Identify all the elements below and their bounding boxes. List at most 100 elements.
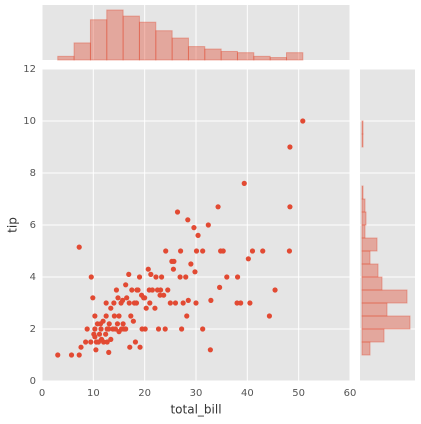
histogram-bar [204,48,222,61]
point [220,248,226,254]
point [103,313,109,319]
point [171,258,177,264]
point [224,274,230,280]
point [88,274,94,280]
point [112,326,119,332]
y-tick-label: 2 [30,324,36,335]
point [130,318,136,324]
x-tick-label: 30 [190,388,203,399]
y-tick-label: 4 [30,272,36,283]
y-tick-label: 12 [23,64,36,75]
x-tick-label: 60 [344,388,357,399]
point [238,300,244,306]
point [266,313,273,319]
histogram-bar [361,224,366,239]
point [234,300,240,306]
point [126,271,132,277]
point [184,313,190,319]
histogram-bar [57,55,75,61]
point [92,334,98,340]
histogram-bar [361,211,367,226]
histogram-bar [361,133,364,148]
point [152,305,158,311]
point [153,274,159,280]
point [123,326,129,332]
point [147,300,153,306]
point [98,336,105,342]
histogram-bar [122,15,140,61]
point [78,344,84,350]
point [177,274,183,280]
point [260,248,266,254]
x-tick-label: 20 [138,388,151,399]
point [119,297,126,303]
point [174,209,181,215]
histogram-bar [361,250,371,265]
histogram-bar [269,57,288,61]
point [104,339,110,345]
point [300,118,306,124]
x-tick-label: 40 [241,388,254,399]
point [207,347,213,353]
point [183,274,189,280]
point [185,217,191,223]
point [111,300,117,306]
point [106,321,112,327]
point [134,287,140,293]
point [215,204,221,210]
point [98,326,104,332]
point [55,352,61,358]
point [191,225,197,231]
point [92,313,98,319]
point [170,266,177,272]
point [208,297,214,303]
point [143,305,149,311]
point [76,244,82,250]
point [115,295,121,301]
point [142,326,148,332]
point [272,287,278,293]
point [111,313,117,319]
histogram-bar [171,37,189,61]
point [249,248,256,254]
histogram-bar [106,9,124,61]
y-tick-label: 8 [30,168,36,179]
point [286,248,293,254]
point [217,284,223,290]
histogram-bar [361,341,371,356]
x-axis-label: total_bill [170,403,221,417]
point [145,266,151,272]
point [287,144,293,150]
x-tick-label: 0 [39,388,45,399]
point [100,318,106,324]
histogram-bar [361,237,378,252]
histogram-bar [236,52,255,61]
point [116,313,122,319]
point [161,292,167,298]
histogram-bar [73,42,91,61]
point [165,287,171,293]
histogram-bar [187,46,206,61]
point [159,274,165,280]
point [114,321,121,327]
y-axis-label: tip [6,217,20,233]
point [126,300,132,306]
point [103,300,109,306]
point [155,326,162,332]
x-tick-label: 50 [292,388,305,399]
point [76,352,82,358]
point [192,269,198,275]
histogram-bar [253,55,271,61]
point [127,344,133,350]
point [92,326,98,332]
point [142,295,148,301]
y-tick-label: 10 [23,116,36,127]
histogram-bar [220,50,238,61]
point [108,305,114,311]
point [90,295,96,301]
point [137,344,143,350]
x-tick-label: 10 [87,388,100,399]
point [84,326,90,332]
point [193,248,200,254]
